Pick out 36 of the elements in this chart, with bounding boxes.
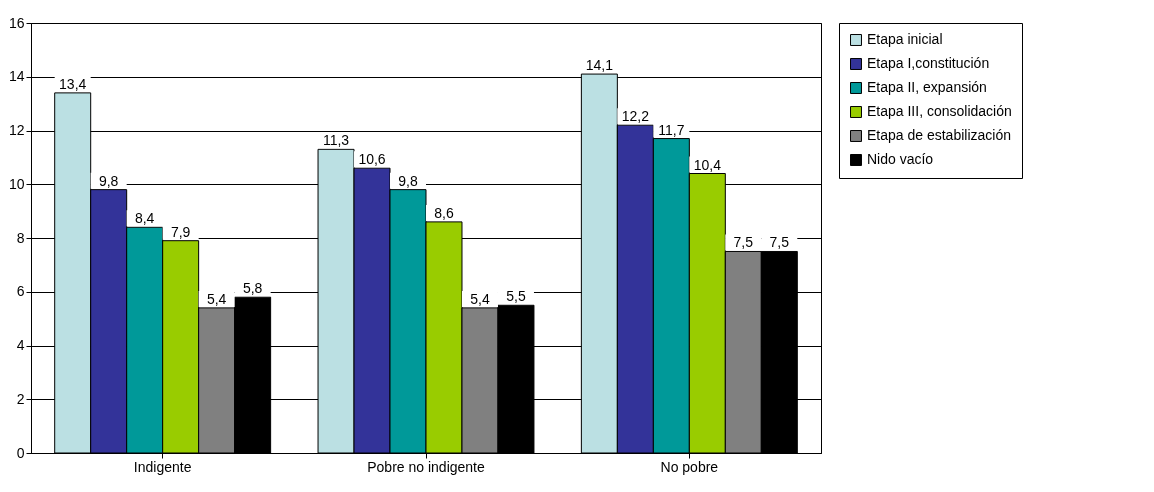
data-label: 5,4 bbox=[470, 290, 490, 307]
data-label: 7,5 bbox=[733, 234, 754, 251]
data-label: 8,6 bbox=[434, 204, 454, 221]
data-label: 5,5 bbox=[506, 288, 526, 305]
y-tick-label: 4 bbox=[16, 337, 25, 353]
data-label: 10,6 bbox=[358, 151, 386, 168]
data-label: 14,1 bbox=[585, 57, 614, 74]
legend-label: Etapa de estabilización bbox=[867, 127, 1011, 143]
data-label: 10,4 bbox=[693, 156, 722, 173]
data-label: 13,4 bbox=[59, 75, 87, 92]
legend-label: Nido vacío bbox=[867, 151, 934, 167]
x-tick-label: Indigente bbox=[133, 458, 192, 475]
data-label: 8,4 bbox=[134, 210, 155, 227]
data-label: 9,8 bbox=[98, 172, 119, 189]
data-label: 11,3 bbox=[322, 132, 350, 149]
legend-label: Etapa inicial bbox=[867, 31, 943, 47]
y-tick-label: 16 bbox=[8, 14, 25, 31]
data-label: 7,9 bbox=[170, 223, 191, 240]
data-label: 5,4 bbox=[206, 290, 227, 307]
y-tick-label: 2 bbox=[16, 390, 25, 407]
legend-label: Etapa I,constitución bbox=[867, 55, 990, 71]
x-tick-label: Pobre no indigente bbox=[367, 458, 485, 475]
data-label: 7,5 bbox=[769, 234, 790, 251]
legend-label: Etapa II, expansión bbox=[867, 79, 987, 95]
y-tick-label: 10 bbox=[8, 175, 25, 192]
data-label: 12,2 bbox=[621, 108, 650, 125]
data-label: 11,7 bbox=[658, 121, 685, 138]
y-tick-label: 12 bbox=[8, 122, 25, 138]
y-tick-label: 6 bbox=[16, 283, 25, 300]
y-tick-label: 0 bbox=[16, 444, 25, 461]
data-label: 5,8 bbox=[242, 280, 263, 297]
data-label: 9,8 bbox=[398, 172, 418, 189]
y-tick-label: 8 bbox=[16, 229, 25, 246]
y-tick-label: 14 bbox=[8, 68, 25, 85]
legend-label: Etapa III, consolidación bbox=[867, 103, 1012, 119]
x-tick-label: No pobre bbox=[660, 458, 719, 475]
